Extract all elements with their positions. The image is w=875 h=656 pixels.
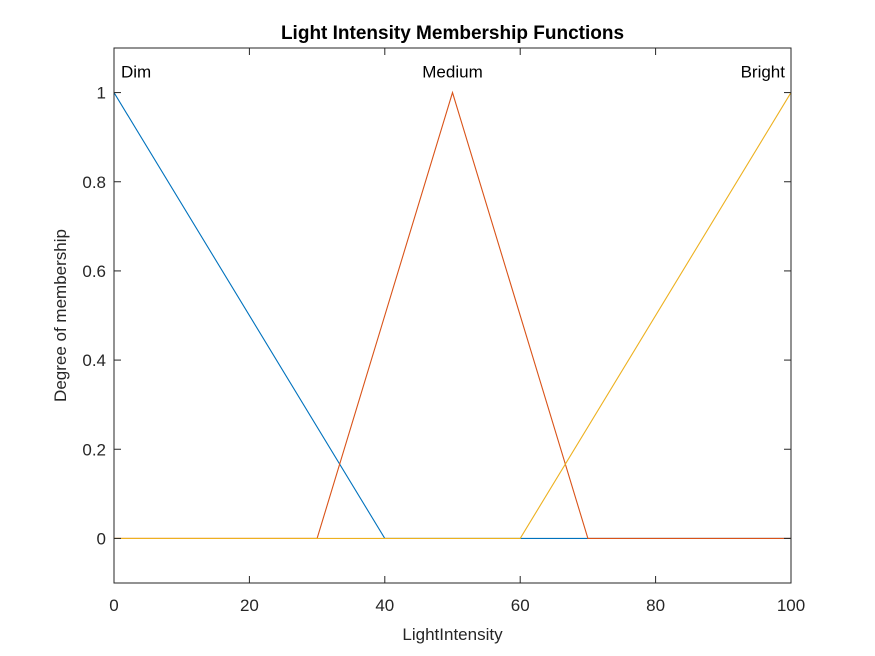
x-tick-label: 0 [109,596,118,615]
chart-title: Light Intensity Membership Functions [281,23,624,44]
y-tick-label: 0.6 [82,262,106,281]
x-axis-title: LightIntensity [402,625,503,644]
y-tick-label: 1 [97,84,106,103]
y-tick-label: 0.8 [82,173,106,192]
y-tick-label: 0.2 [82,440,106,459]
y-tick-label: 0 [97,529,106,548]
axes-box [113,47,792,584]
series-label-bright: Bright [741,63,786,82]
series-label-medium: Medium [422,63,482,82]
series-layer [113,90,792,539]
x-axis-ticks: 0 20 40 60 80 100 [109,48,805,615]
x-tick-label: 20 [240,596,259,615]
plot-area [114,48,791,583]
series-labels: Dim Medium Bright [121,63,785,82]
y-axis-ticks: 0 0.2 0.4 0.6 0.8 1 [82,84,791,548]
x-tick-label: 80 [646,596,665,615]
series-label-dim: Dim [121,63,151,82]
x-tick-label: 60 [511,596,530,615]
axes-frame [113,47,792,584]
series-line-bright [114,92,792,539]
x-tick-label: 100 [777,596,805,615]
y-tick-label: 0.4 [82,351,106,370]
x-tick-label: 40 [375,596,394,615]
y-axis-title: Degree of membership [51,229,70,402]
plot-background [114,48,791,583]
